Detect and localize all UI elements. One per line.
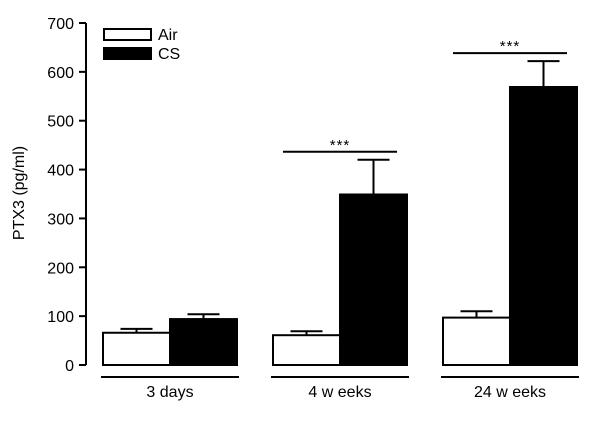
x-axis-groups: 3 days 4 w eeks 24 w eeks [101, 376, 579, 401]
significance-label: *** [500, 38, 521, 55]
y-tick-label: 500 [47, 114, 74, 131]
y-tick-label: 0 [65, 358, 74, 375]
y-tick-label: 200 [47, 260, 74, 277]
x-group-label: 3 days [146, 384, 193, 401]
legend-swatch-air [103, 28, 152, 41]
y-axis: 0 100 200 300 400 500 600 700 [47, 16, 87, 375]
y-tick-label: 300 [47, 211, 74, 228]
y-tick-label: 700 [47, 16, 74, 33]
legend: Air CS [103, 27, 180, 63]
bar-air-2 [442, 316, 511, 367]
x-group-label: 4 w eeks [308, 384, 371, 401]
y-tick-label: 400 [47, 163, 74, 180]
bar-air-0 [102, 331, 171, 366]
bar-cs-2 [509, 86, 578, 366]
bar-air-1 [272, 334, 341, 366]
legend-label: Air [158, 27, 178, 44]
bar-cs-1 [339, 193, 408, 366]
significance-annotations: *** *** [283, 38, 567, 154]
x-group-label: 24 w eeks [474, 384, 546, 401]
legend-swatch-cs [103, 47, 152, 60]
y-tick-label: 600 [47, 65, 74, 82]
y-tick-label: 100 [47, 309, 74, 326]
legend-label: CS [158, 46, 180, 63]
bars-group [102, 60, 578, 367]
y-axis-title: PTX3 (pg/ml) [11, 146, 28, 240]
bar-cs-0 [169, 318, 238, 366]
significance-label: *** [330, 137, 351, 154]
